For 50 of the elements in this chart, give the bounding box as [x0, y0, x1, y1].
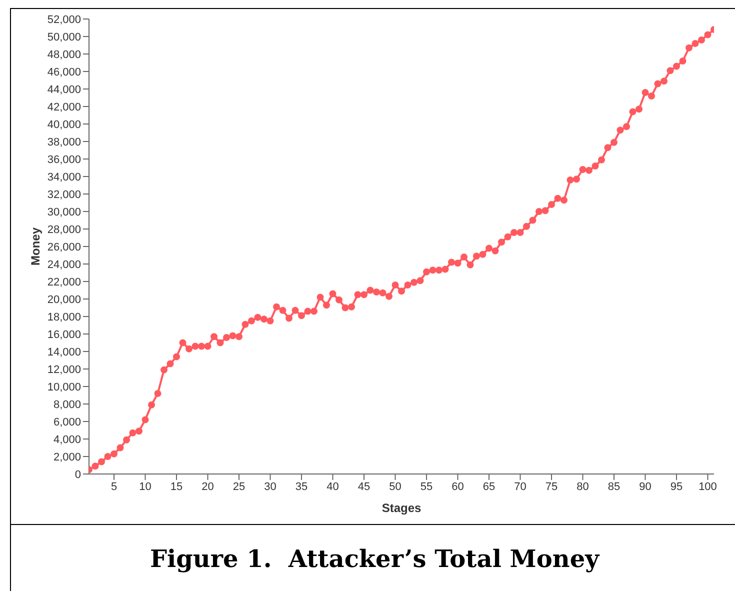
y-tick-label: 10,000	[47, 381, 81, 394]
x-tick-label: 75	[545, 480, 558, 493]
y-tick-label: 30,000	[47, 206, 81, 218]
y-tick-label: 2,000	[53, 451, 81, 464]
y-tick-label: 14,000	[47, 346, 81, 358]
y-tick-label: 40,000	[47, 118, 81, 131]
x-tick-label: 80	[576, 480, 589, 493]
x-tick-label: 25	[232, 480, 246, 493]
x-axis-title: Stages	[382, 501, 422, 515]
x-tick-label: 65	[482, 480, 496, 493]
x-tick-label: 40	[326, 480, 339, 493]
y-tick-label: 26,000	[47, 241, 81, 254]
y-tick-label: 48,000	[47, 48, 81, 61]
y-tick-label: 46,000	[47, 66, 81, 78]
y-tick-label: 18,000	[47, 311, 81, 324]
y-tick-label: 50,000	[47, 31, 81, 44]
y-tick-label: 20,000	[47, 294, 81, 306]
x-tick-label: 85	[608, 480, 620, 493]
y-tick-label: 28,000	[47, 224, 81, 236]
y-tick-label: 8,000	[53, 398, 81, 411]
x-tick-label: 50	[389, 480, 402, 493]
y-tick-label: 34,000	[47, 171, 81, 184]
x-tick-label: 30	[264, 480, 276, 493]
y-axis-title: Money	[28, 227, 42, 266]
y-tick-label: 24,000	[47, 258, 81, 271]
y-tick-label: 12,000	[47, 364, 81, 376]
y-tick-label: 0	[74, 468, 81, 481]
y-tick-label: 6,000	[53, 416, 81, 428]
x-tick-label: 5	[110, 480, 118, 493]
y-tick-label: 52,000	[47, 14, 81, 26]
x-tick-label: 100	[698, 480, 717, 493]
x-tick-label: 95	[670, 480, 683, 493]
x-tick-label: 20	[202, 480, 214, 493]
y-tick-label: 32,000	[47, 188, 81, 201]
y-tick-label: 44,000	[47, 84, 81, 96]
x-tick-label: 45	[358, 480, 370, 493]
y-tick-label: 42,000	[47, 101, 81, 114]
y-tick-label: 36,000	[47, 154, 81, 166]
y-tick-label: 4,000	[53, 434, 81, 446]
x-tick-label: 70	[514, 480, 526, 493]
x-tick-label: 15	[170, 480, 183, 493]
y-tick-label: 16,000	[47, 328, 81, 341]
x-tick-label: 60	[452, 480, 464, 493]
y-tick-label: 38,000	[47, 136, 81, 148]
y-tick-label: 22,000	[47, 276, 81, 288]
text: Figure 1. Attacker’s Total Money	[11, 524, 735, 591]
x-tick-label: 35	[295, 480, 308, 493]
x-tick-label: 10	[139, 480, 152, 493]
x-tick-label: 90	[639, 480, 652, 493]
x-tick-label: 55	[420, 480, 433, 493]
